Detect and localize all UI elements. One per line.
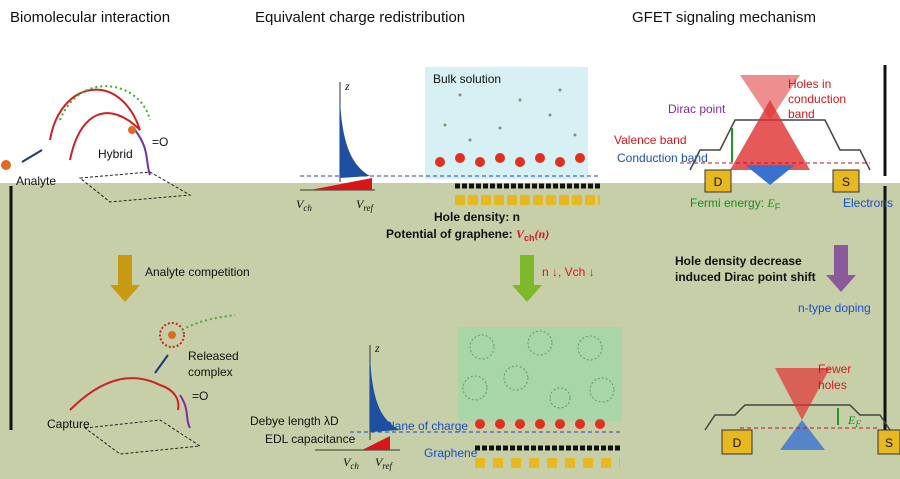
solution-box bbox=[458, 327, 622, 421]
header: Equivalent charge redistribution bbox=[255, 9, 465, 26]
header: GFET signaling mechanism bbox=[632, 9, 816, 26]
label: F bbox=[775, 202, 781, 212]
label: Hybrid bbox=[98, 147, 133, 161]
potential-drop bbox=[362, 436, 390, 450]
label: Vch bbox=[343, 455, 359, 471]
target-strand bbox=[59, 85, 151, 121]
label: V bbox=[375, 455, 384, 469]
label: =O bbox=[152, 135, 168, 149]
label: ref bbox=[382, 461, 393, 471]
label: Analyte bbox=[16, 174, 56, 188]
released-strand bbox=[181, 314, 236, 331]
label: S bbox=[842, 175, 850, 189]
label: complex bbox=[188, 365, 233, 379]
label: ch bbox=[350, 461, 359, 471]
label: Holes in bbox=[788, 77, 831, 91]
label: Debye length λD bbox=[250, 414, 339, 428]
label: Hole density decrease bbox=[675, 254, 802, 268]
arrow bbox=[154, 354, 169, 374]
label: ref bbox=[363, 203, 374, 213]
label: conduction bbox=[788, 92, 846, 106]
label: Graphene bbox=[424, 446, 478, 460]
arrow-down bbox=[512, 255, 542, 302]
label: Released bbox=[188, 349, 239, 363]
ions bbox=[443, 88, 577, 142]
negative-charges bbox=[435, 153, 585, 167]
label: E bbox=[766, 196, 775, 210]
conduction-cone bbox=[780, 420, 825, 450]
label: (n) bbox=[535, 227, 550, 241]
complex bbox=[159, 322, 185, 348]
label: D bbox=[714, 175, 723, 189]
label: Plane of charge bbox=[384, 419, 468, 433]
header: Biomolecular interaction bbox=[10, 9, 170, 26]
negative-charges bbox=[475, 419, 605, 429]
label: F bbox=[854, 419, 861, 429]
label: V bbox=[356, 197, 365, 211]
label: holes bbox=[818, 378, 847, 392]
conduction-cone bbox=[745, 165, 795, 185]
label: n ↓, Vch ↓ bbox=[542, 265, 595, 279]
label: V bbox=[516, 227, 525, 241]
label: Bulk solution bbox=[433, 72, 501, 86]
linker bbox=[134, 129, 151, 176]
linker bbox=[179, 394, 191, 429]
complexes bbox=[462, 330, 615, 409]
label: ch bbox=[524, 233, 535, 243]
label: Valence band bbox=[614, 133, 687, 147]
probe-strand bbox=[49, 88, 141, 161]
label: z bbox=[374, 341, 380, 355]
arrow-down bbox=[826, 245, 856, 292]
label: E bbox=[847, 413, 856, 427]
analyte-dot bbox=[1, 160, 11, 170]
label: V bbox=[343, 455, 352, 469]
label: band bbox=[788, 107, 815, 121]
graphene-sheet bbox=[78, 171, 202, 455]
label: ch bbox=[303, 203, 312, 213]
label: D bbox=[733, 436, 742, 450]
label: Fermi energy: EF bbox=[690, 196, 781, 212]
graphene-row bbox=[455, 183, 600, 205]
label: S bbox=[885, 436, 893, 450]
label: Vref bbox=[375, 455, 394, 471]
dirac-cone-top bbox=[740, 75, 800, 120]
potential-drop bbox=[310, 178, 372, 190]
tag bbox=[128, 126, 136, 134]
drain bbox=[721, 429, 753, 455]
arrow-down bbox=[110, 255, 140, 302]
label: Potential of graphene: bbox=[386, 227, 516, 241]
label: n-type doping bbox=[798, 301, 871, 315]
source bbox=[832, 169, 860, 193]
label: Analyte competition bbox=[145, 265, 250, 279]
label: Vref bbox=[356, 197, 375, 213]
label: Capture bbox=[47, 417, 90, 431]
valence-cone bbox=[730, 100, 810, 170]
capture-strand bbox=[69, 377, 180, 411]
label: Fewer bbox=[818, 362, 851, 376]
label: Potential of graphene: Vch(n) bbox=[386, 227, 549, 243]
complex-core bbox=[168, 331, 176, 339]
label: Vch bbox=[296, 197, 312, 213]
label: Fermi energy: bbox=[690, 196, 767, 210]
charge-profile bbox=[370, 355, 400, 432]
drain bbox=[704, 169, 732, 193]
label: =O bbox=[192, 389, 208, 403]
label: EF bbox=[847, 413, 861, 429]
label: Electrons bbox=[843, 196, 893, 210]
label: z bbox=[344, 79, 350, 93]
charge-profile bbox=[340, 100, 370, 178]
label: Dirac point bbox=[668, 102, 726, 116]
label: EDL capacitance bbox=[265, 432, 356, 446]
valence-cone bbox=[775, 368, 830, 420]
label: Hole density: n bbox=[434, 210, 520, 224]
label: induced Dirac point shift bbox=[675, 270, 816, 284]
label: Conduction band bbox=[617, 151, 708, 165]
label: V bbox=[296, 197, 305, 211]
source bbox=[877, 429, 900, 455]
arrow bbox=[21, 149, 43, 163]
